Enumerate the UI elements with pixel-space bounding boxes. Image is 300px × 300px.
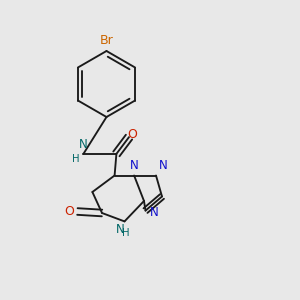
Text: N: N <box>159 159 168 172</box>
Text: H: H <box>72 154 79 164</box>
Text: N: N <box>79 139 88 152</box>
Text: H: H <box>122 228 130 238</box>
Text: N: N <box>116 223 124 236</box>
Text: O: O <box>128 128 137 141</box>
Text: N: N <box>130 159 139 172</box>
Text: Br: Br <box>100 34 113 46</box>
Text: N: N <box>150 206 159 219</box>
Text: O: O <box>64 205 74 218</box>
